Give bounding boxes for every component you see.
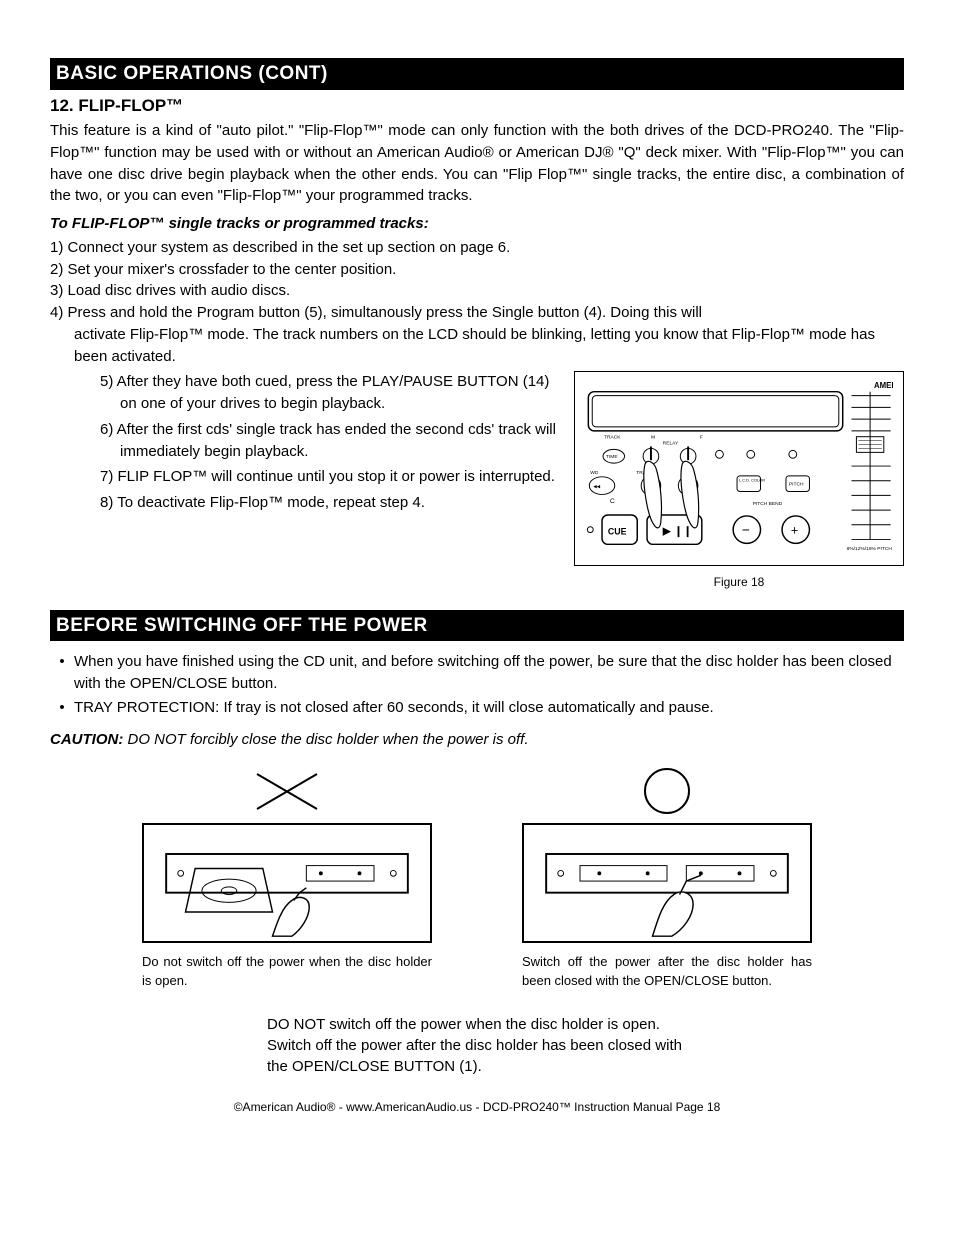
bullet-text: When you have finished using the CD unit… bbox=[74, 651, 904, 695]
svg-text:PITCH BEND: PITCH BEND bbox=[753, 502, 783, 508]
section-bar-power: BEFORE SWITCHING OFF THE POWER bbox=[50, 610, 904, 642]
svg-text:F: F bbox=[700, 435, 703, 441]
circle-icon bbox=[640, 764, 695, 819]
svg-text:TIME: TIME bbox=[606, 455, 618, 461]
brand-text: AMEI bbox=[874, 381, 894, 390]
flipflop-intro: This feature is a kind of "auto pilot." … bbox=[50, 120, 904, 207]
svg-text:8%/12%/16% PITCH: 8%/12%/16% PITCH bbox=[847, 547, 893, 553]
flipflop-heading: 12. FLIP-FLOP™ bbox=[50, 94, 904, 119]
power-bullets: • When you have finished using the CD un… bbox=[50, 651, 904, 718]
step-5: 5) After they have both cued, press the … bbox=[100, 371, 556, 415]
figure-18: AMEI TRACK M F RELAY TIME WD bbox=[574, 371, 904, 566]
svg-text:WD: WD bbox=[590, 470, 599, 476]
final-note: DO NOT switch off the power when the dis… bbox=[267, 1014, 687, 1077]
section-bar-operations: BASIC OPERATIONS (CONT) bbox=[50, 58, 904, 90]
bullet-text: TRAY PROTECTION: If tray is not closed a… bbox=[74, 697, 904, 719]
power-bullet-1: • When you have finished using the CD un… bbox=[50, 651, 904, 695]
step-4: 4) Press and hold the Program button (5)… bbox=[50, 302, 904, 324]
caution-text: DO NOT forcibly close the disc holder wh… bbox=[123, 731, 528, 748]
svg-text:L.C.D. COLOR: L.C.D. COLOR bbox=[739, 478, 765, 483]
svg-text:PITCH: PITCH bbox=[789, 482, 804, 488]
bullet-dot-icon: • bbox=[50, 697, 74, 719]
svg-text:CUE: CUE bbox=[608, 527, 627, 537]
step-7: 7) FLIP FLOP™ will continue until you st… bbox=[100, 466, 556, 488]
caution-label: CAUTION: bbox=[50, 731, 123, 748]
figure-18-caption: Figure 18 bbox=[574, 574, 904, 591]
svg-text:M: M bbox=[651, 435, 655, 441]
left-caption: Do not switch off the power when the dis… bbox=[142, 953, 432, 989]
step-3: 3) Load disc drives with audio discs. bbox=[50, 280, 904, 302]
page-footer: ©American Audio® - www.AmericanAudio.us … bbox=[50, 1099, 904, 1116]
flipflop-subheading: To FLIP-FLOP™ single tracks or programme… bbox=[50, 213, 904, 235]
svg-text:+: + bbox=[791, 523, 798, 538]
step-1: 1) Connect your system as described in t… bbox=[50, 237, 904, 259]
tray-closed-illustration bbox=[522, 823, 812, 943]
svg-text:−: − bbox=[742, 523, 750, 538]
svg-text:TRACK: TRACK bbox=[604, 435, 621, 441]
step-2: 2) Set your mixer's crossfader to the ce… bbox=[50, 259, 904, 281]
svg-text:▶ ❙❙: ▶ ❙❙ bbox=[663, 526, 692, 538]
steps-1-4: 1) Connect your system as described in t… bbox=[50, 237, 904, 368]
tray-open-illustration bbox=[142, 823, 432, 943]
step-8: 8) To deactivate Flip-Flop™ mode, repeat… bbox=[100, 492, 556, 514]
panel-diagram: AMEI TRACK M F RELAY TIME WD bbox=[581, 378, 897, 559]
left-illustration-col: Do not switch off the power when the dis… bbox=[142, 764, 432, 989]
right-caption: Switch off the power after the disc hold… bbox=[522, 953, 812, 989]
svg-text:C: C bbox=[610, 499, 615, 506]
power-bullet-2: • TRAY PROTECTION: If tray is not closed… bbox=[50, 697, 904, 719]
step-4-cont: activate Flip-Flop™ mode. The track numb… bbox=[50, 324, 904, 368]
right-illustration-col: Switch off the power after the disc hold… bbox=[522, 764, 812, 989]
caution-line: CAUTION: DO NOT forcibly close the disc … bbox=[50, 729, 904, 751]
step-6: 6) After the first cds' single track has… bbox=[100, 419, 556, 463]
steps-5-8: 5) After they have both cued, press the … bbox=[50, 371, 556, 591]
svg-text:◂◂: ◂◂ bbox=[593, 484, 600, 491]
bullet-dot-icon: • bbox=[50, 651, 74, 695]
cross-icon bbox=[247, 764, 327, 819]
svg-text:RELAY: RELAY bbox=[663, 441, 679, 447]
